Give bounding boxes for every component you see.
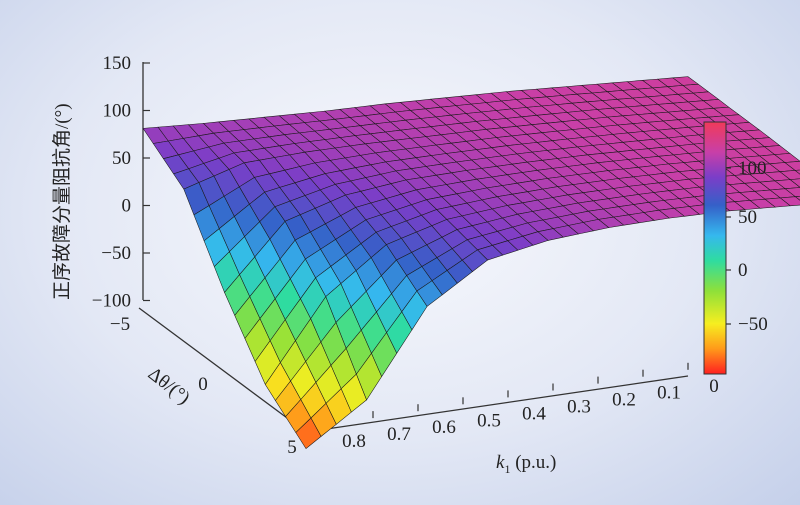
y-tick-label: 0 (198, 374, 208, 395)
colorbar-tick-label: 50 (738, 207, 757, 228)
surface-patch (779, 170, 800, 180)
surface-patch (794, 169, 800, 175)
colorbar-tick-label: 100 (738, 158, 767, 179)
x-axis-title: k1 (p.u.) (496, 452, 556, 476)
z-axis-title: 正序故障分量阻抗角/(°) (51, 103, 73, 300)
colorbar-ticks: 100 50 0 −50 (726, 158, 768, 335)
x-tick-label: 0.7 (387, 424, 411, 445)
x-tick-label: 0.6 (432, 417, 456, 438)
colorbar-fill (703, 121, 727, 375)
x-axis-title-sub: 1 (504, 462, 510, 476)
y-tick-label: 5 (287, 437, 297, 458)
surface-patch (794, 196, 800, 201)
x-axis-ticks: 0.8 0.7 0.6 0.5 0.4 0.3 0.2 0.1 0 (327, 362, 719, 452)
x-tick-label: 0.4 (522, 403, 546, 424)
surface-mesh (142, 76, 800, 450)
surface-patch (789, 178, 800, 188)
y-axis-title: Δθ/(°) (144, 363, 194, 408)
x-tick-label: 0.8 (342, 431, 366, 452)
x-tick-label: 0.5 (477, 410, 501, 431)
x-tick-label: 0 (709, 376, 719, 397)
x-tick-label: 0.3 (567, 397, 591, 418)
y-tick-label: −5 (110, 314, 130, 335)
colorbar: 100 50 0 −50 (703, 121, 768, 375)
z-axis-ticks: 150 100 50 0 −50 −100 (92, 53, 150, 312)
z-tick-label: −50 (101, 243, 131, 264)
z-tick-label: 100 (103, 101, 132, 122)
z-tick-label: 0 (122, 196, 132, 217)
y-axis-line (138, 307, 307, 433)
axes-frame (138, 62, 689, 433)
surface-patch (774, 179, 800, 189)
z-tick-label: 150 (103, 53, 132, 74)
x-axis-line (305, 375, 689, 433)
x-tick-label: 0.2 (612, 390, 636, 411)
x-axis-title-unit: (p.u.) (510, 452, 556, 473)
colorbar-tick-label: −50 (738, 314, 768, 335)
surface-patch (773, 153, 800, 163)
colorbar-tick-label: 0 (738, 260, 748, 281)
z-tick-label: 50 (112, 148, 131, 169)
x-tick-label: 0.1 (657, 383, 681, 404)
surface-patch (784, 187, 800, 197)
y-axis-ticks: −5 0 5 (110, 314, 297, 458)
x-axis-title-main: k (496, 452, 505, 473)
surface-patch (779, 196, 800, 207)
surface-patch (784, 161, 800, 171)
z-tick-label: −100 (92, 291, 131, 312)
